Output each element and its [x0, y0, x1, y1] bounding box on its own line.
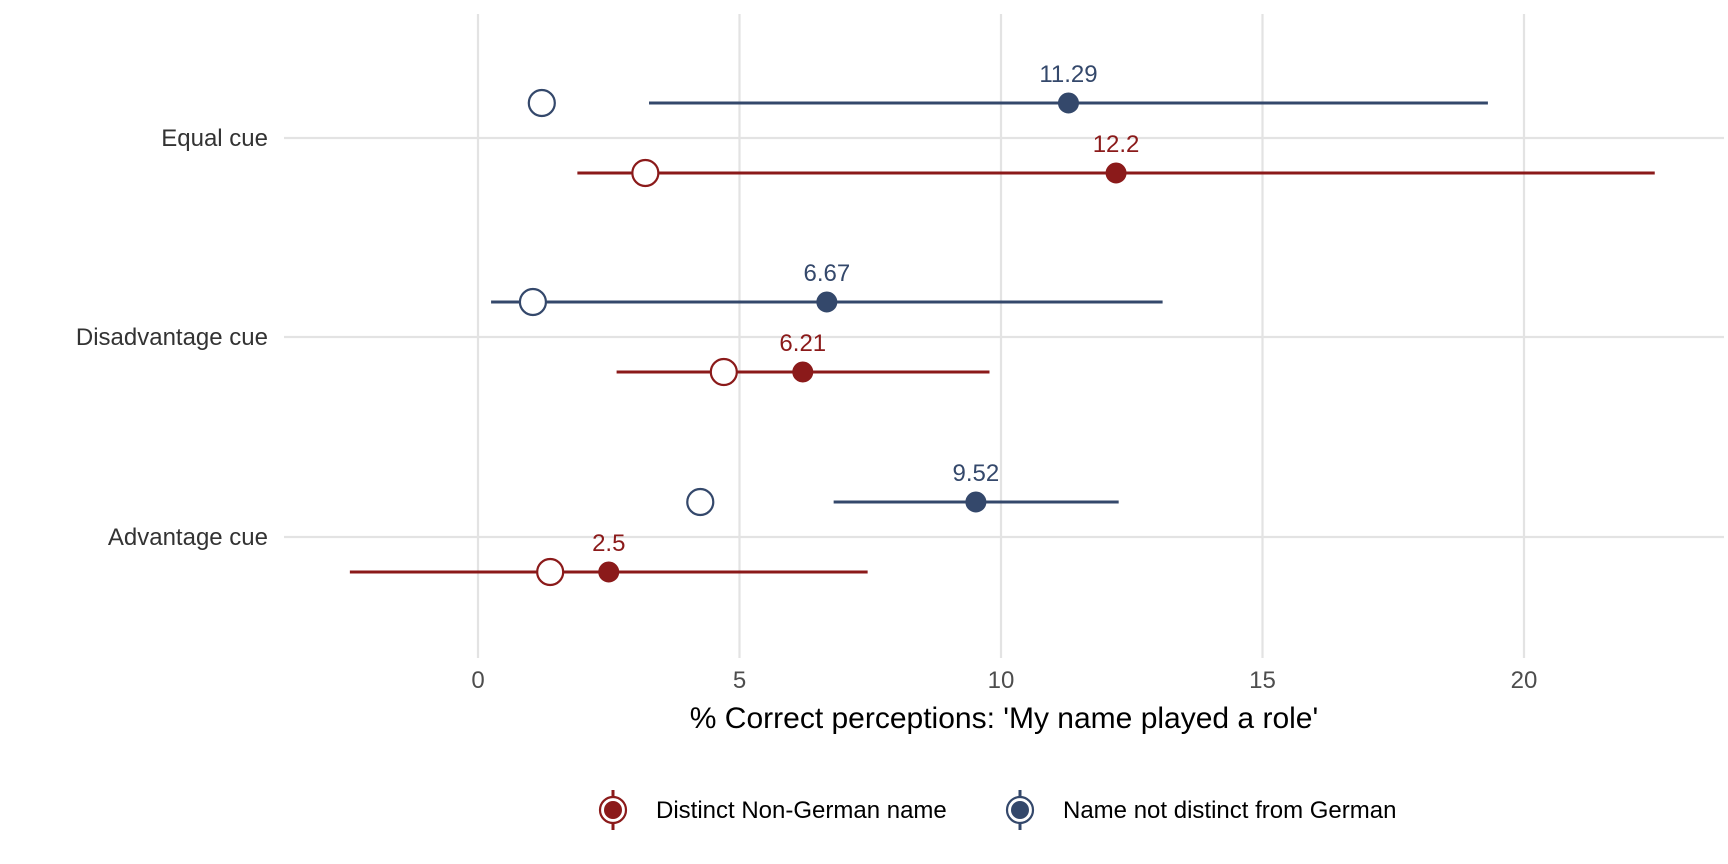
x-tick-label: 10	[988, 667, 1015, 694]
data-label: 6.21	[779, 330, 826, 357]
point-marker	[965, 491, 987, 513]
data-point-group: 6.21	[616, 330, 990, 387]
data-label: 9.52	[953, 460, 1000, 487]
legend-item: Distinct Non-German name	[598, 790, 947, 830]
legend-label: Name not distinct from German	[1063, 797, 1396, 824]
data-point-group: 11.29	[527, 61, 1488, 118]
data-point-group: 6.67	[491, 260, 1163, 317]
data-point-group: 12.2	[577, 131, 1655, 188]
open-marker	[709, 357, 738, 387]
data-label: 6.67	[803, 260, 850, 287]
x-axis-title: % Correct perceptions: 'My name played a…	[690, 702, 1318, 735]
x-tick-label: 15	[1249, 667, 1276, 694]
legend-item: Name not distinct from German	[1005, 790, 1396, 830]
point-marker	[598, 561, 620, 583]
marks-layer: 12.2 6.21 2.5 11.29 6.67 9.52	[349, 61, 1655, 587]
open-marker	[631, 158, 660, 188]
open-marker	[518, 287, 548, 317]
data-label: 12.2	[1093, 131, 1140, 158]
legend-key-point	[604, 801, 622, 819]
data-label: 2.5	[592, 530, 625, 557]
open-marker	[527, 88, 556, 118]
x-axis: 0 5 10 15 20	[471, 667, 1537, 694]
legend-key-point	[1011, 801, 1029, 819]
point-marker	[1057, 92, 1079, 114]
category-label: Equal cue	[161, 125, 268, 152]
data-point-group: 2.5	[349, 530, 868, 587]
point-marker	[792, 361, 814, 383]
open-marker	[686, 487, 715, 517]
category-axis: Equal cue Disadvantage cue Advantage cue	[76, 125, 268, 551]
category-label: Disadvantage cue	[76, 324, 268, 351]
point-marker	[816, 291, 838, 313]
legend-label: Distinct Non-German name	[656, 797, 947, 824]
open-marker	[536, 557, 565, 587]
point-marker	[1105, 162, 1127, 184]
x-tick-label: 5	[733, 667, 746, 694]
grid-layer	[284, 14, 1724, 658]
legend: Distinct Non-German name Name not distinc…	[598, 790, 1396, 830]
category-label: Advantage cue	[108, 524, 268, 551]
x-tick-label: 20	[1511, 667, 1538, 694]
data-label: 11.29	[1039, 61, 1097, 88]
x-tick-label: 0	[471, 667, 484, 694]
data-point-group: 9.52	[686, 460, 1119, 517]
